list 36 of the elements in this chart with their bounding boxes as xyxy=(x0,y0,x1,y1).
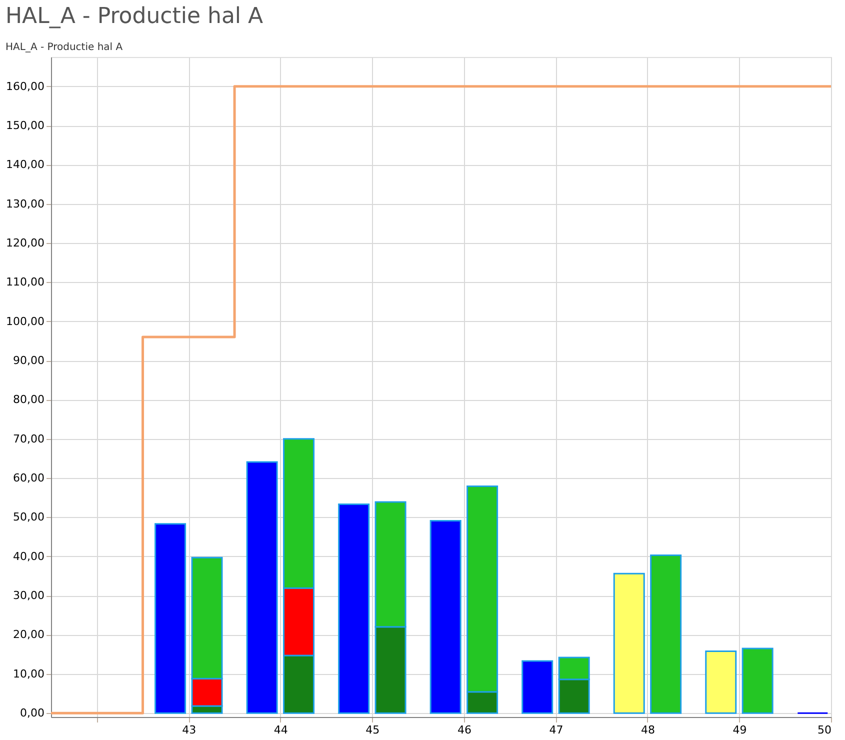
x-tick-label: 49 xyxy=(732,724,747,736)
x-tick-label: 44 xyxy=(274,724,288,736)
bar xyxy=(650,554,682,714)
bar xyxy=(154,523,186,714)
y-tick-label: 160,00 xyxy=(6,80,44,93)
x-tick-label: 48 xyxy=(640,724,655,736)
x-tick-label: 50 xyxy=(818,724,832,736)
bar xyxy=(742,648,774,714)
y-tick-label: 50,00 xyxy=(13,510,44,524)
bar xyxy=(613,572,645,714)
y-tick-label: 140,00 xyxy=(6,158,44,172)
bar xyxy=(430,520,462,714)
x-tick-label: 46 xyxy=(457,724,472,736)
x-tick-label: 45 xyxy=(366,724,380,736)
bar xyxy=(246,461,278,714)
x-tick-label: 43 xyxy=(182,724,196,736)
bar xyxy=(705,650,737,714)
y-tick-label: 60,00 xyxy=(13,472,44,485)
chart-subtitle: HAL_A - Productie hal A xyxy=(6,42,123,53)
y-tick-label: 40,00 xyxy=(13,550,44,563)
x-tick-label: 47 xyxy=(549,724,564,736)
y-tick-label: 30,00 xyxy=(13,589,44,602)
bar xyxy=(522,660,554,714)
y-tick-label: 80,00 xyxy=(13,393,44,406)
y-tick-label: 150,00 xyxy=(6,119,44,132)
y-tick-label: 90,00 xyxy=(13,354,44,368)
y-tick-label: 70,00 xyxy=(13,432,44,446)
y-tick-label: 0,00 xyxy=(20,706,44,720)
bar xyxy=(338,504,370,714)
y-tick-label: 110,00 xyxy=(6,276,44,289)
y-tick-label: 120,00 xyxy=(6,236,44,250)
y-tick-label: 20,00 xyxy=(13,628,44,642)
y-tick-label: 10,00 xyxy=(13,667,44,680)
chart-title: HAL_A - Productie hal A xyxy=(6,4,264,29)
y-tick-label: 100,00 xyxy=(6,314,44,328)
y-tick-label: 130,00 xyxy=(6,197,44,210)
